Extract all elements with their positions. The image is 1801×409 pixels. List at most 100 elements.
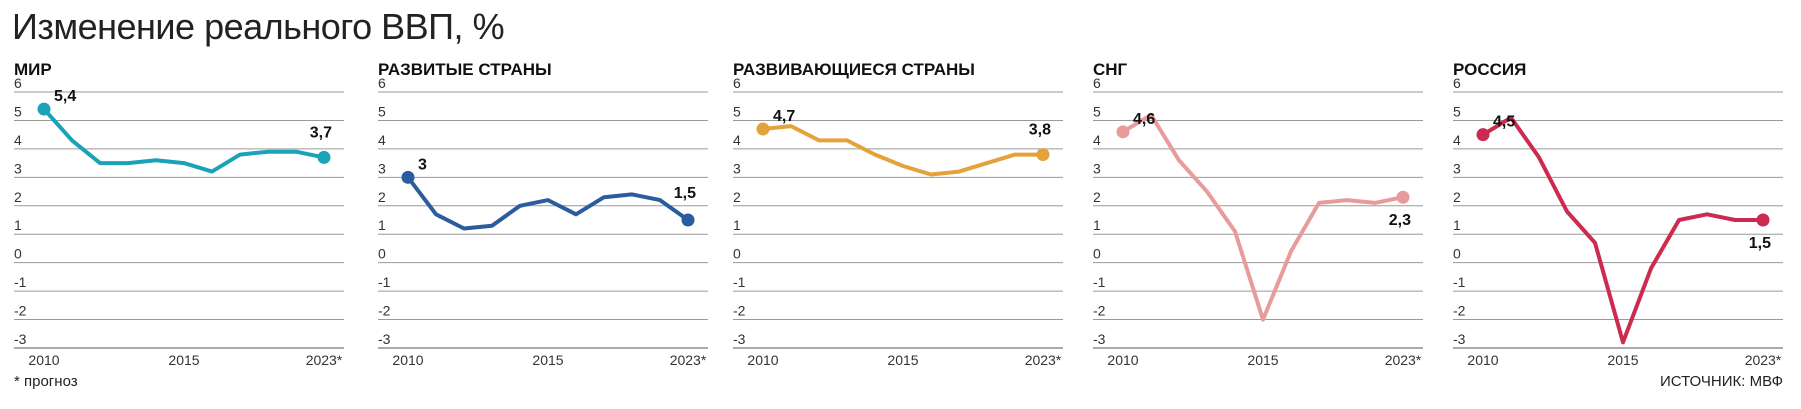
y-tick-label: 1 [1093,217,1101,233]
y-tick-label: 4 [1453,132,1461,148]
data-label: 4,7 [773,108,795,125]
series-line [406,175,690,231]
y-tick-label: -1 [1453,274,1466,290]
x-tick-label: 2023* [1745,352,1782,368]
x-tick-label: 2010 [28,352,59,368]
data-point [1476,128,1490,142]
x-tick-label: 2015 [168,352,199,368]
panel-title: МИР [14,60,52,79]
x-tick-label: 2010 [392,352,423,368]
y-tick-label: -2 [14,303,27,319]
x-tick-label: 2015 [532,352,563,368]
y-tick-label: 1 [1453,217,1461,233]
x-tick-label: 2010 [747,352,778,368]
y-tick-label: 5 [1093,103,1101,119]
y-tick-label: 3 [14,160,22,176]
y-tick-label: 2 [378,189,386,205]
data-point [317,150,331,164]
footnote: * прогноз [14,373,78,390]
y-tick-label: 6 [14,75,22,91]
y-tick-label: -3 [378,331,391,347]
data-point [1756,213,1770,227]
data-label: 2,3 [1389,212,1411,229]
y-tick-label: 0 [733,246,741,262]
panel-title: СНГ [1093,60,1128,79]
y-tick-label: -3 [733,331,746,347]
y-tick-label: 4 [14,132,22,148]
y-tick-label: 4 [1093,132,1101,148]
x-tick-label: 2015 [887,352,918,368]
data-label: 5,4 [54,88,76,105]
y-tick-label: 2 [1093,189,1101,205]
x-tick-label: 2023* [670,352,707,368]
x-tick-label: 2015 [1607,352,1638,368]
y-tick-label: -1 [733,274,746,290]
y-tick-label: 5 [14,103,22,119]
data-point [37,102,51,116]
y-tick-label: 6 [1453,75,1461,91]
y-tick-label: 3 [1093,160,1101,176]
y-tick-label: 0 [1093,246,1101,262]
y-tick-label: 6 [1093,75,1101,91]
series-line [1121,112,1405,322]
data-label: 4,6 [1133,111,1155,128]
y-tick-label: -3 [1453,331,1466,347]
y-tick-label: -1 [1093,274,1106,290]
chart-title: Изменение реального ВВП, % [12,6,505,47]
x-tick-label: 2023* [1385,352,1422,368]
y-tick-label: 2 [1453,189,1461,205]
x-tick-label: 2023* [306,352,343,368]
data-label: 4,5 [1493,114,1515,131]
series-line [42,107,326,174]
data-point [681,213,695,227]
data-point [756,122,770,136]
data-point [1036,148,1050,162]
series-line [1481,115,1765,345]
y-tick-label: 5 [733,103,741,119]
x-tick-label: 2015 [1247,352,1278,368]
data-label: 3 [418,156,427,173]
y-tick-label: -2 [1453,303,1466,319]
y-tick-label: 0 [1453,246,1461,262]
panel-title: РАЗВИВАЮЩИЕСЯ СТРАНЫ [733,60,975,79]
y-tick-label: 1 [733,217,741,233]
y-tick-label: 3 [733,160,741,176]
data-label: 1,5 [674,185,696,202]
panel-title: РОССИЯ [1453,60,1526,79]
data-point [1396,190,1410,204]
y-tick-label: 4 [733,132,741,148]
y-tick-label: 1 [378,217,386,233]
x-tick-label: 2010 [1467,352,1498,368]
data-label: 1,5 [1749,235,1771,252]
source-note: ИСТОЧНИК: МВФ [1659,373,1783,390]
y-tick-label: 4 [378,132,386,148]
data-point [401,170,415,184]
series-line [761,124,1045,177]
y-tick-label: -3 [1093,331,1106,347]
y-tick-label: 2 [733,189,741,205]
y-tick-label: -2 [378,303,391,319]
y-tick-label: 3 [1453,160,1461,176]
y-tick-label: 0 [14,246,22,262]
y-tick-label: -3 [14,331,27,347]
y-tick-label: -2 [733,303,746,319]
y-tick-label: 6 [378,75,386,91]
y-tick-label: 3 [378,160,386,176]
data-point [1116,125,1130,139]
y-tick-label: 5 [378,103,386,119]
x-tick-label: 2023* [1025,352,1062,368]
y-tick-label: -1 [378,274,391,290]
y-tick-label: 0 [378,246,386,262]
data-label: 3,7 [310,124,332,141]
panel-title: РАЗВИТЫЕ СТРАНЫ [378,60,552,79]
y-tick-label: 6 [733,75,741,91]
data-label: 3,8 [1029,122,1051,139]
y-tick-label: -1 [14,274,27,290]
y-tick-label: 5 [1453,103,1461,119]
y-tick-label: 1 [14,217,22,233]
